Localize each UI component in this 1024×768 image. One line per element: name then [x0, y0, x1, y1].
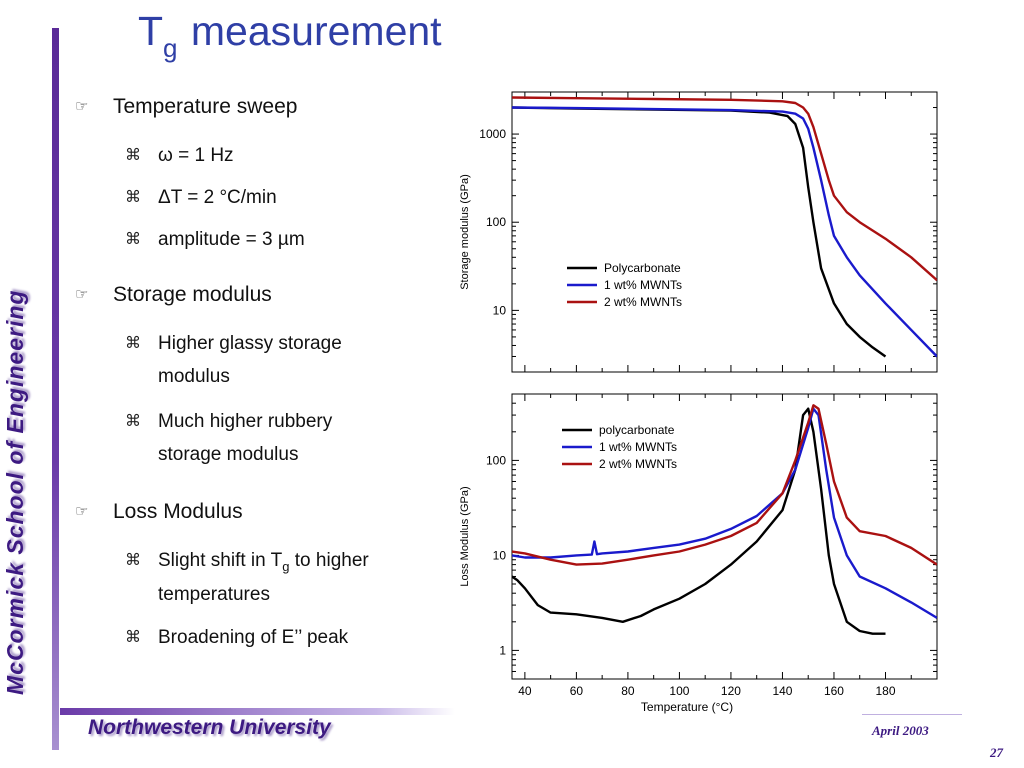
- sub-bullet: ⌘ Higher glassy storage modulus: [125, 327, 425, 393]
- sub-bullet: ⌘ Much higher rubbery storage modulus: [125, 405, 425, 471]
- x-tick-label: 60: [570, 684, 584, 698]
- command-key-icon: ⌘: [125, 629, 141, 646]
- plot-frame-0: [511, 91, 938, 373]
- command-key-icon: ⌘: [125, 231, 141, 248]
- y-axis-label: Loss Modulus (GPa): [459, 486, 471, 586]
- legend-label: 1 wt% MWNTs: [599, 440, 677, 454]
- x-tick-label: 80: [621, 684, 635, 698]
- slide-date: April 2003: [872, 723, 929, 738]
- sub-bullet: ⌘ Slight shift in Tg to higher temperatu…: [125, 544, 425, 611]
- sub-bullet: ⌘ amplitude = 3 µm: [125, 223, 425, 256]
- y-tick-label: 1000: [479, 127, 506, 141]
- x-tick-label: 120: [721, 684, 741, 698]
- series-line-1-wt-mwnts: [512, 407, 937, 619]
- sub-bullet: ⌘ Broadening of E’’ peak: [125, 621, 425, 654]
- pointing-hand-icon: ☞: [75, 98, 89, 115]
- plot-frame-1: [511, 393, 938, 680]
- dma-figure: 10 100 1000 Storage modulus (GPa) Polycarbon…: [459, 91, 938, 714]
- y-tick-label: 1: [499, 643, 506, 657]
- command-key-icon: ⌘: [125, 189, 141, 206]
- series-line-2-wt-mwnts: [512, 404, 937, 566]
- pointing-hand-icon: ☞: [75, 286, 89, 303]
- x-tick-label: 160: [824, 684, 844, 698]
- x-tick-label: 140: [772, 684, 792, 698]
- date-rule: [862, 714, 962, 715]
- vertical-accent-bar: [52, 28, 59, 750]
- y-tick-label: 100: [486, 215, 506, 229]
- footer-rule: [60, 708, 455, 715]
- slide-title: Tg measurement: [138, 8, 442, 63]
- y-tick-label: 10: [493, 548, 507, 562]
- y-tick-label: 100: [486, 453, 506, 467]
- school-name: McCormick School of Engineering: [2, 289, 28, 695]
- title-subscript: g: [163, 33, 178, 63]
- command-key-icon: ⌘: [125, 147, 141, 164]
- command-key-icon: ⌘: [125, 552, 141, 569]
- command-key-icon: ⌘: [125, 413, 141, 430]
- series-line-polycarbonate: [512, 407, 886, 635]
- x-tick-label: 180: [875, 684, 895, 698]
- page-number: 27: [990, 745, 1003, 760]
- legend-label: 1 wt% MWNTs: [604, 278, 682, 292]
- series-line-1-wt-mwnts: [512, 106, 937, 358]
- legend-label: 2 wt% MWNTs: [604, 295, 682, 309]
- x-tick-label: 100: [669, 684, 689, 698]
- title-rest: measurement: [179, 8, 442, 54]
- series-line-2-wt-mwnts: [512, 96, 937, 282]
- command-key-icon: ⌘: [125, 335, 141, 352]
- title-main: T: [138, 8, 164, 54]
- y-axis-label: Storage modulus (GPa): [459, 174, 471, 290]
- y-tick-label: 10: [493, 303, 507, 317]
- university-name: Northwestern University: [88, 716, 331, 739]
- x-axis-label: Temperature (°C): [641, 700, 733, 714]
- legend-label: Polycarbonate: [604, 261, 681, 275]
- sub-bullet: ⌘ ω = 1 Hz: [125, 139, 425, 172]
- legend-label: polycarbonate: [599, 423, 675, 437]
- pointing-hand-icon: ☞: [75, 503, 89, 520]
- sub-bullet: ⌘ ΔT = 2 °C/min: [125, 181, 425, 214]
- legend-label: 2 wt% MWNTs: [599, 457, 677, 471]
- x-tick-label: 40: [518, 684, 532, 698]
